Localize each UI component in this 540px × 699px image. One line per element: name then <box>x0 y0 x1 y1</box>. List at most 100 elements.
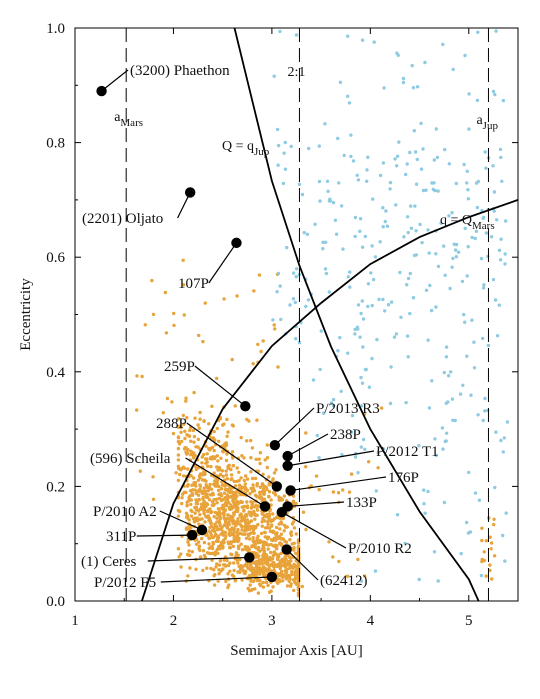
asteroid-point <box>198 517 202 521</box>
object-leader-line <box>159 510 203 531</box>
reference-lines: aMars 2:1 aJup Q = qJup q = QMars <box>114 27 519 602</box>
comet-point <box>403 541 407 546</box>
asteroid-point <box>267 515 271 520</box>
comet-point <box>483 396 487 401</box>
comet-point <box>424 288 429 292</box>
comet-point <box>278 29 282 34</box>
asteroid-point <box>278 516 282 520</box>
asteroid-point <box>172 323 176 328</box>
asteroid-point <box>258 578 262 583</box>
asteroid-point <box>252 510 256 514</box>
asteroid-point <box>244 487 248 491</box>
asteroid-point <box>182 474 186 478</box>
asteroid-point <box>258 583 263 588</box>
comet-point <box>323 267 328 271</box>
comet-point <box>392 335 397 339</box>
asteroid-point <box>250 489 255 494</box>
comet-point <box>356 178 361 182</box>
asteroid-point <box>257 273 262 277</box>
asteroid-point <box>211 540 215 545</box>
comet-point <box>497 303 501 307</box>
asteroid-point <box>207 542 211 546</box>
asteroid-point <box>194 567 198 571</box>
comet-point <box>408 311 412 316</box>
asteroid-point <box>188 428 192 433</box>
asteroid-point <box>219 487 224 491</box>
asteroid-point <box>254 457 258 461</box>
asteroid-point <box>215 501 219 505</box>
asteroid-point <box>181 413 185 418</box>
asteroid-point <box>232 561 236 565</box>
asteroid-point <box>184 446 188 450</box>
comet-point <box>349 133 353 137</box>
asteroid-point <box>227 520 231 525</box>
comet-point <box>381 225 385 229</box>
asteroid-point <box>247 547 251 552</box>
asteroid-point <box>207 516 212 521</box>
asteroid-point <box>247 573 252 578</box>
comet-point <box>297 341 302 345</box>
asteroid-point <box>251 536 255 540</box>
asteroid-point <box>263 567 267 572</box>
comet-point <box>462 312 466 317</box>
comet-point <box>291 297 296 301</box>
comet-point <box>421 147 425 151</box>
asteroid-point <box>185 452 189 456</box>
y-tick-label: 0.6 <box>46 250 65 266</box>
object-label: 311P <box>106 529 136 545</box>
comet-point <box>376 450 380 455</box>
comet-point <box>444 355 449 359</box>
asteroid-point <box>238 522 242 526</box>
object-label: 176P <box>388 470 419 486</box>
asteroid-point <box>202 511 206 515</box>
asteroid-point <box>227 463 231 467</box>
asteroid-point <box>243 544 247 549</box>
asteroid-point <box>276 562 280 567</box>
asteroid-point <box>272 565 276 569</box>
asteroid-point <box>242 532 247 537</box>
asteroid-point <box>215 426 219 431</box>
asteroid-point <box>225 498 230 502</box>
comet-point <box>393 157 397 161</box>
object-leader-line <box>194 365 246 407</box>
asteroid-point <box>246 533 251 538</box>
asteroid-point <box>209 464 213 469</box>
asteroid-point <box>259 531 264 536</box>
comet-point <box>395 154 400 158</box>
object-marker <box>96 85 107 97</box>
asteroid-point <box>274 552 278 556</box>
asteroid-point <box>261 565 266 569</box>
asteroid-point <box>210 500 215 504</box>
comet-point <box>366 155 370 159</box>
comet-point <box>317 179 322 184</box>
asteroid-point <box>227 542 231 546</box>
asteroid-point <box>274 525 279 530</box>
comet-point <box>381 297 385 302</box>
comet-point <box>408 150 412 155</box>
comet-point <box>412 129 416 133</box>
asteroid-point <box>212 574 216 578</box>
comet-point <box>365 168 369 172</box>
asteroid-point <box>212 429 216 434</box>
asteroid-point <box>206 464 210 468</box>
comet-point <box>434 305 438 309</box>
comet-point <box>342 153 346 158</box>
asteroid-point <box>198 410 202 415</box>
asteroid-point <box>492 554 497 558</box>
comet-point <box>503 559 507 563</box>
comet-point <box>346 94 350 99</box>
asteroid-point <box>243 482 247 486</box>
asteroid-point <box>248 537 252 541</box>
asteroid-point <box>202 419 206 423</box>
asteroid-point <box>208 457 212 461</box>
asteroid-point <box>379 406 384 410</box>
asteroid-point <box>248 526 253 530</box>
comet-point <box>399 315 403 319</box>
comet-point <box>413 150 418 154</box>
asteroid-point <box>205 533 209 537</box>
comet-point <box>429 308 434 313</box>
asteroid-point <box>225 501 229 506</box>
object-label: P/2013 R3 <box>316 401 380 417</box>
asteroid-point <box>184 511 189 515</box>
asteroid-point <box>263 526 268 530</box>
